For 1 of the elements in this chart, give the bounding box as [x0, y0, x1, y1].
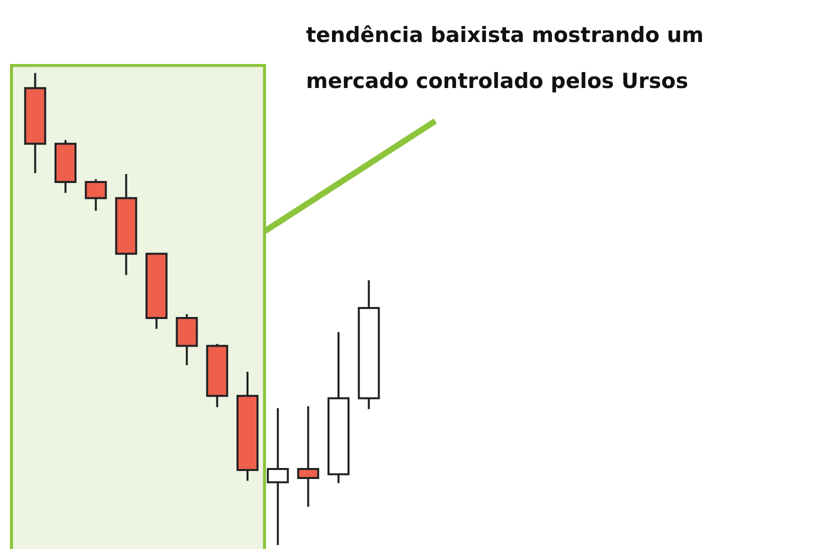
- annotation: tendência baixista mostrando um mercado controlado pelos Ursos: [306, 22, 705, 95]
